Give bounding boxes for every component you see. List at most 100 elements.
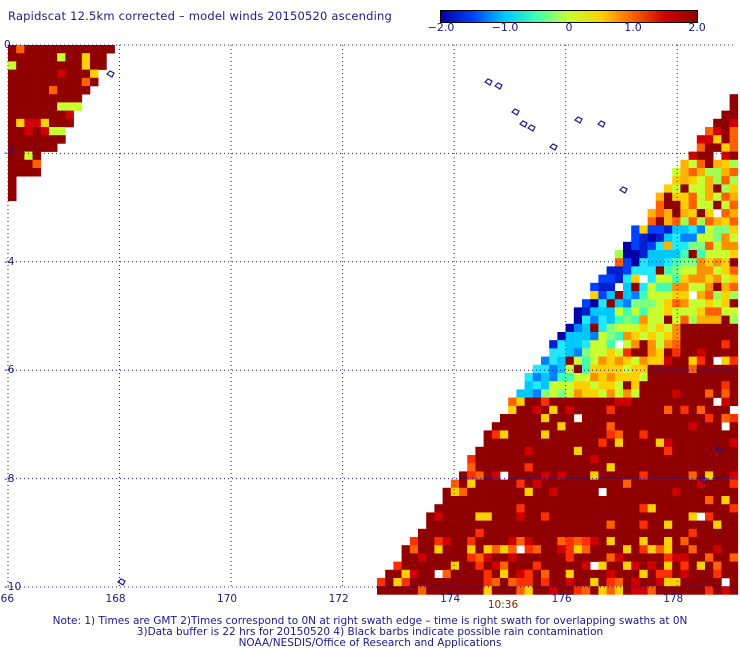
wind-diff-cell bbox=[98, 61, 107, 70]
wind-diff-cell bbox=[664, 307, 673, 316]
wind-diff-cell bbox=[500, 455, 509, 464]
wind-diff-cell bbox=[459, 496, 468, 505]
wind-diff-cell bbox=[672, 545, 681, 554]
wind-diff-cell bbox=[557, 578, 566, 587]
wind-diff-cell bbox=[729, 323, 739, 333]
wind-diff-cell bbox=[500, 578, 509, 587]
wind-diff-cell bbox=[532, 471, 542, 480]
wind-diff-cell bbox=[655, 332, 665, 341]
wind-diff-cell bbox=[688, 151, 698, 161]
wind-diff-cell bbox=[655, 373, 665, 382]
wind-diff-cell bbox=[508, 569, 517, 579]
wind-diff-cell bbox=[516, 414, 525, 423]
wind-diff-cell bbox=[696, 233, 706, 243]
wind-diff-cell bbox=[639, 479, 648, 489]
wind-diff-cell bbox=[8, 77, 17, 87]
wind-diff-cell bbox=[688, 545, 698, 554]
wind-diff-cell bbox=[614, 569, 624, 579]
wind-diff-cell bbox=[508, 422, 517, 431]
wind-diff-cell bbox=[582, 373, 591, 382]
wind-diff-cell bbox=[639, 266, 648, 275]
wind-diff-cell bbox=[688, 479, 698, 489]
wind-diff-cell bbox=[647, 323, 657, 333]
wind-diff-cell bbox=[713, 528, 722, 538]
wind-diff-cell bbox=[647, 332, 657, 341]
wind-diff-cell bbox=[590, 463, 599, 472]
wind-diff-cell bbox=[696, 348, 706, 357]
wind-diff-cell bbox=[49, 118, 58, 128]
wind-diff-cell bbox=[57, 127, 66, 136]
wind-diff-cell bbox=[672, 299, 681, 308]
wind-diff-cell bbox=[688, 496, 698, 505]
wind-diff-cell bbox=[647, 348, 657, 357]
wind-diff-cell bbox=[696, 323, 706, 333]
wind-diff-cell bbox=[573, 479, 583, 489]
wind-diff-cell bbox=[573, 446, 583, 456]
wind-diff-cell bbox=[729, 446, 739, 456]
wind-diff-cell bbox=[532, 512, 542, 521]
wind-diff-cell bbox=[614, 537, 624, 546]
wind-diff-cell bbox=[516, 487, 525, 497]
wind-diff-cell bbox=[508, 537, 517, 546]
wind-diff-cell bbox=[8, 168, 17, 177]
wind-diff-cell bbox=[639, 528, 648, 538]
wind-diff-cell bbox=[721, 586, 730, 595]
wind-diff-cell bbox=[721, 479, 730, 489]
wind-diff-cell bbox=[705, 414, 714, 423]
wind-diff-cell bbox=[549, 463, 558, 472]
wind-diff-cell bbox=[590, 455, 599, 464]
wind-diff-cell bbox=[623, 479, 632, 489]
lat-tick-label: -4 bbox=[4, 255, 15, 268]
wind-diff-cell bbox=[606, 315, 616, 325]
wind-diff-cell bbox=[557, 373, 566, 382]
wind-diff-cell bbox=[672, 192, 681, 202]
wind-diff-cell bbox=[655, 299, 665, 308]
wind-diff-cell bbox=[565, 553, 575, 562]
wind-diff-cell bbox=[516, 496, 525, 505]
wind-diff-cell bbox=[688, 225, 698, 234]
wind-diff-cell bbox=[606, 487, 616, 497]
wind-diff-cell bbox=[655, 422, 665, 431]
wind-diff-cell bbox=[680, 168, 689, 177]
wind-diff-cell bbox=[549, 381, 558, 390]
wind-diff-cell bbox=[705, 250, 714, 259]
wind-diff-cell bbox=[483, 586, 493, 595]
wind-diff-cell bbox=[729, 381, 739, 390]
wind-diff-cell bbox=[614, 397, 624, 407]
wind-diff-cell bbox=[664, 373, 673, 382]
wind-diff-cell bbox=[8, 69, 17, 79]
wind-diff-cell bbox=[614, 446, 624, 456]
wind-diff-cell bbox=[590, 299, 599, 308]
wind-diff-cell bbox=[16, 159, 25, 169]
wind-diff-cell bbox=[483, 561, 493, 571]
wind-diff-cell bbox=[672, 315, 681, 325]
wind-diff-cell bbox=[623, 323, 632, 333]
wind-diff-cell bbox=[541, 528, 550, 538]
wind-diff-cell bbox=[565, 446, 575, 456]
wind-diff-cell bbox=[721, 168, 730, 177]
wind-diff-cell bbox=[721, 127, 730, 136]
wind-diff-cell bbox=[393, 586, 402, 595]
wind-diff-cell bbox=[582, 569, 591, 579]
wind-diff-cell bbox=[508, 479, 517, 489]
lat-tick-label: -8 bbox=[4, 472, 15, 485]
wind-diff-cell bbox=[688, 200, 698, 210]
wind-diff-cell bbox=[721, 348, 730, 357]
wind-diff-cell bbox=[32, 86, 42, 95]
note-line-3: NOAA/NESDIS/Office of Research and Appli… bbox=[238, 637, 502, 649]
wind-diff-cell bbox=[508, 586, 517, 595]
wind-diff-cell bbox=[631, 553, 640, 562]
wind-diff-cell bbox=[688, 266, 698, 275]
wind-diff-cell bbox=[721, 151, 730, 161]
wind-diff-cell bbox=[647, 487, 657, 497]
wind-diff-cell bbox=[409, 545, 419, 554]
wind-diff-cell bbox=[639, 315, 648, 325]
wind-diff-cell bbox=[500, 438, 509, 448]
wind-diff-cell bbox=[729, 307, 739, 316]
wind-diff-cell bbox=[8, 61, 17, 70]
wind-diff-cell bbox=[532, 389, 542, 398]
wind-diff-cell bbox=[606, 553, 616, 562]
wind-diff-cell bbox=[442, 487, 452, 497]
wind-diff-cell bbox=[672, 364, 681, 374]
